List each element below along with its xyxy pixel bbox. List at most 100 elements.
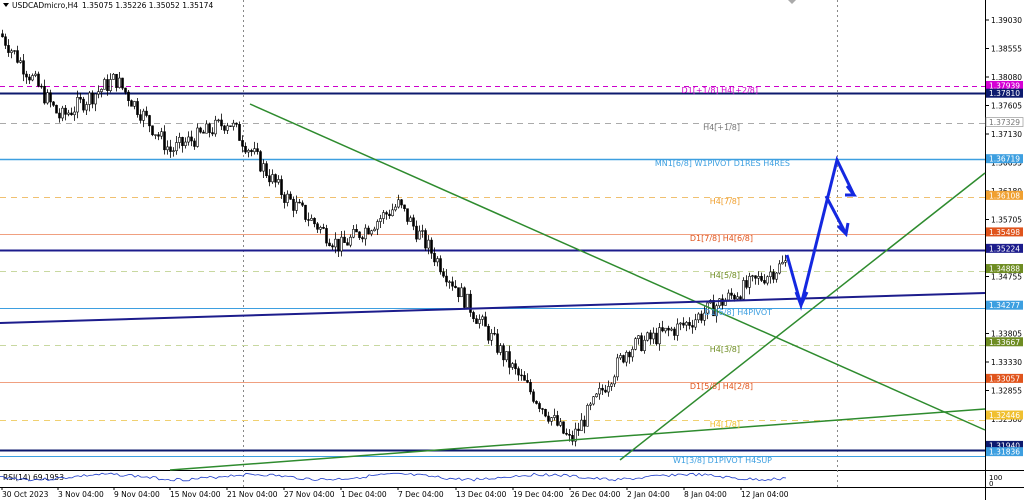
candle — [382, 209, 385, 224]
candle — [82, 96, 85, 113]
price-tag: 1.34888 — [986, 264, 1023, 274]
candle — [247, 148, 250, 158]
candle — [7, 39, 10, 57]
candle — [484, 311, 487, 327]
candle — [574, 422, 577, 447]
candle — [685, 321, 688, 332]
price-tag: 1.32446 — [986, 410, 1023, 420]
candle — [586, 403, 589, 427]
arrowhead-right — [845, 185, 858, 197]
price-tick-label: 1.37605 — [991, 102, 1022, 111]
candle — [274, 173, 277, 188]
svg-text:1.37329: 1.37329 — [989, 118, 1020, 127]
time-label: 7 Dec 04:00 — [398, 490, 444, 499]
downtrend-line — [249, 103, 986, 431]
svg-text:1.32446: 1.32446 — [989, 411, 1020, 420]
level-label-h4-7-8: H4[7/8] — [710, 197, 740, 206]
candle — [703, 306, 706, 326]
candle — [544, 408, 547, 418]
candle — [514, 359, 517, 375]
candle — [619, 352, 622, 361]
time-axis[interactable]: 30 Oct 2023 3 Nov 04:00 9 Nov 04:00 15 Nov … — [1, 487, 789, 499]
candle — [61, 105, 64, 122]
time-label: 21 Nov 04:00 — [227, 490, 278, 499]
candle — [250, 148, 253, 157]
candle — [235, 122, 238, 128]
candle — [394, 204, 397, 212]
candle — [265, 161, 268, 179]
candle — [580, 413, 583, 431]
time-label: 9 Nov 04:00 — [114, 490, 160, 499]
candle — [784, 254, 787, 267]
candle — [370, 229, 373, 237]
candle — [301, 200, 304, 207]
rsi-axis-0: 0 — [989, 480, 993, 488]
candle — [679, 322, 682, 331]
candle — [736, 292, 739, 301]
level-label-d1-5-8: D1[5/8] H4[2/8] — [690, 382, 753, 391]
candle — [349, 234, 352, 248]
candle — [217, 118, 220, 123]
candle — [697, 312, 700, 324]
candle — [631, 346, 634, 362]
candle — [466, 293, 469, 308]
candlesticks — [1, 29, 787, 447]
candle — [766, 275, 769, 286]
candle — [760, 272, 763, 283]
candle — [598, 382, 601, 400]
candle — [418, 225, 421, 240]
price-tag: 1.33667 — [986, 337, 1023, 347]
candle — [334, 232, 337, 254]
svg-text:1.36108: 1.36108 — [989, 191, 1020, 200]
svg-text:1.31836: 1.31836 — [989, 448, 1020, 457]
candle — [52, 100, 55, 107]
candle — [157, 131, 160, 141]
projection-branch — [824, 195, 848, 235]
projection-path — [785, 155, 856, 311]
level-label-d1-plus1: D1[+1/8] H4[+2/8] — [681, 86, 758, 95]
candle — [154, 134, 157, 140]
candle — [610, 382, 613, 391]
candle — [511, 362, 514, 370]
candle — [475, 315, 478, 324]
candle — [532, 389, 535, 404]
price-tag: 1.37810 — [986, 88, 1023, 98]
time-label: 27 Nov 04:00 — [284, 490, 335, 499]
candle — [109, 73, 112, 93]
candle — [607, 380, 610, 397]
candle — [238, 121, 241, 141]
candle — [313, 217, 316, 228]
time-label: 1 Dec 04:00 — [341, 490, 387, 499]
candle — [361, 235, 364, 243]
candle — [121, 77, 124, 91]
price-tick-label: 1.37130 — [991, 130, 1022, 139]
candle — [211, 127, 214, 137]
candle — [31, 73, 34, 82]
candle — [97, 85, 100, 99]
candle — [637, 335, 640, 345]
candle — [316, 222, 319, 234]
candle — [286, 190, 289, 207]
level-label-d1-7-8: D1[7/8] H4[6/8] — [690, 234, 753, 243]
candle — [781, 255, 784, 265]
candle — [694, 313, 697, 331]
candle — [37, 71, 40, 88]
candle — [367, 225, 370, 235]
candle — [625, 350, 628, 367]
candle — [601, 384, 604, 395]
candle — [670, 326, 673, 332]
candle — [385, 210, 388, 220]
candle — [169, 139, 172, 158]
candle — [298, 198, 301, 204]
candle — [319, 225, 322, 234]
projection-arrows[interactable] — [785, 155, 858, 311]
candle — [19, 57, 22, 64]
candle — [184, 137, 187, 149]
rsi-window[interactable]: RSI(14) 69.1953 100 0 — [0, 472, 1002, 488]
candle — [181, 136, 184, 153]
svg-text:1.33667: 1.33667 — [989, 338, 1020, 347]
time-label: 12 Jan 04:00 — [741, 490, 789, 499]
candle — [535, 400, 538, 405]
